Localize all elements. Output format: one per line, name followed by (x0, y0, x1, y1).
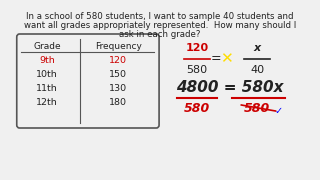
Text: 10th: 10th (36, 69, 58, 78)
Text: 120: 120 (109, 55, 127, 64)
FancyBboxPatch shape (17, 34, 159, 128)
Text: ask in each grade?: ask in each grade? (119, 30, 201, 39)
Text: 12th: 12th (36, 98, 58, 107)
Text: 9th: 9th (39, 55, 55, 64)
Text: =: = (210, 53, 221, 66)
Text: 130: 130 (109, 84, 127, 93)
Text: 150: 150 (109, 69, 127, 78)
Text: ✕: ✕ (220, 51, 233, 66)
Text: 180: 180 (109, 98, 127, 107)
Text: Grade: Grade (33, 42, 61, 51)
Text: 40: 40 (250, 65, 264, 75)
Text: 580: 580 (184, 102, 210, 115)
Text: 4800 = 580x: 4800 = 580x (176, 80, 283, 94)
Text: x: x (253, 43, 260, 53)
Text: 120: 120 (185, 43, 209, 53)
Text: 580: 580 (244, 102, 270, 115)
Text: Frequency: Frequency (95, 42, 142, 51)
Text: ✓: ✓ (274, 106, 282, 116)
Text: 11th: 11th (36, 84, 58, 93)
Text: In a school of 580 students, I want to sample 40 students and: In a school of 580 students, I want to s… (26, 12, 294, 21)
Text: want all grades appropriately represented.  How many should I: want all grades appropriately represente… (24, 21, 296, 30)
Text: 580: 580 (187, 65, 208, 75)
